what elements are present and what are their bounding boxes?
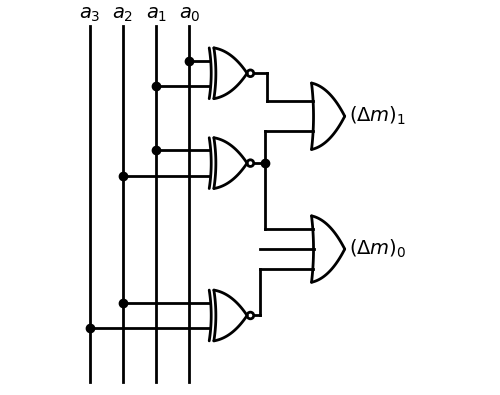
Text: $a_0$: $a_0$ xyxy=(178,6,201,24)
Text: $(\Delta m)_0$: $(\Delta m)_0$ xyxy=(350,238,407,260)
Text: $a_2$: $a_2$ xyxy=(112,6,134,24)
Text: $a_1$: $a_1$ xyxy=(146,6,167,24)
Text: $(\Delta m)_1$: $(\Delta m)_1$ xyxy=(350,105,406,128)
Text: $a_3$: $a_3$ xyxy=(79,6,100,24)
